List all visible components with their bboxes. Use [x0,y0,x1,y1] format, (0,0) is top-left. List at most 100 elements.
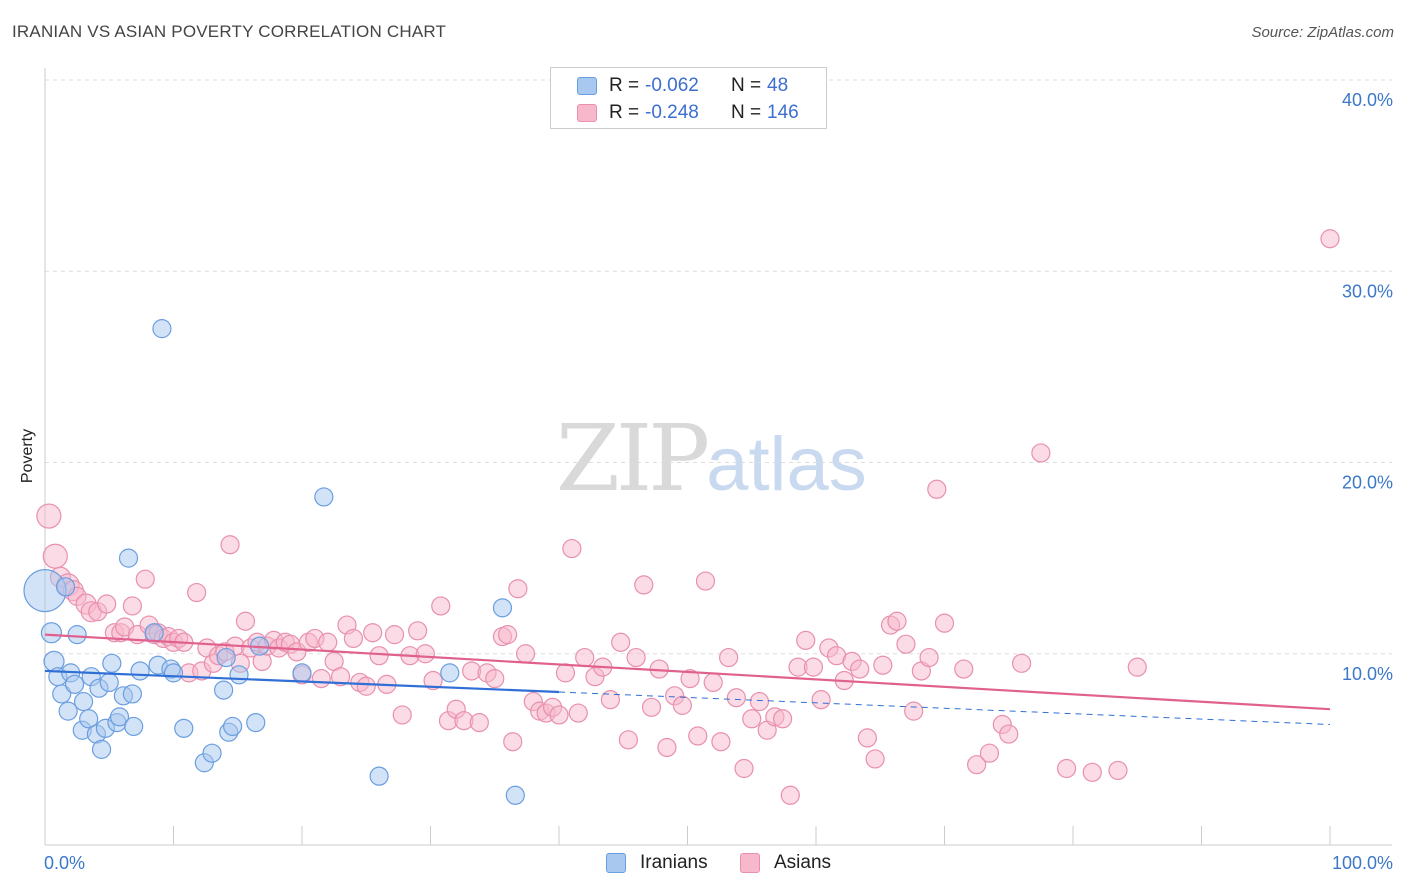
asians-point [122,596,142,616]
x-tick-label: 0.0% [44,853,85,873]
x-tick-label: 100.0% [1332,853,1393,873]
asians-point [469,712,489,733]
asians-point [311,669,331,689]
asians-point [634,575,654,595]
asians-point [688,726,708,746]
iranians-point [58,701,78,721]
asians-point [850,659,870,679]
iranians-point [109,707,130,727]
y-tick-label: 20.0% [1342,473,1393,493]
iranians-point [52,684,72,704]
asians-point [726,688,746,708]
asians-point [896,634,916,654]
asians-point [1031,443,1051,463]
iranians-point [64,674,85,694]
iranians-point [152,319,172,339]
asians-point [865,749,885,769]
iranians-point [118,548,139,568]
asians-point [423,670,443,691]
asians-point [97,594,117,614]
watermark: ZIPatlas [556,405,867,512]
asians-point [749,691,770,712]
iranians-point [102,653,122,673]
iranians-point [229,665,249,685]
asians-point [515,644,536,664]
asians-point [780,785,800,805]
asians-point [711,732,731,752]
iranians-point [492,598,513,618]
asians-point [600,690,621,710]
iranians-point [40,622,63,644]
legend-n-label: N = [731,102,762,123]
asians-point [887,611,907,631]
asians-point [555,663,576,683]
asians-point [1082,762,1102,782]
asians-point [562,538,582,559]
bottom-legend-swatch-iranians [606,853,626,873]
asians-point [873,655,893,675]
iranians-point [67,625,87,645]
iranians-point [124,716,144,737]
asians-point [672,695,692,715]
legend-swatch-asians [577,104,597,122]
asians-point [415,644,435,664]
y-tick-label: 10.0% [1342,664,1393,684]
y-tick-label: 40.0% [1342,90,1393,110]
asians-point [641,697,662,717]
asians-point [1011,653,1032,673]
asians-point [498,625,518,645]
asians-point [979,743,1000,763]
iranians-point [55,577,76,597]
iranians-point [130,661,150,681]
asians-point [618,730,638,750]
legend-row-asians: R = -0.248 N = 146 [551,101,826,127]
asians-point [508,579,528,599]
asians-point [657,737,677,758]
legend-row-iranians: R = -0.062 N = 48 [551,74,826,100]
asians-point [626,647,646,668]
asians-point [220,535,240,555]
asians-point [549,705,569,725]
asians-point [734,758,754,779]
asians-point [1108,760,1128,781]
iranians-point [369,766,389,786]
iranians-point [91,739,112,759]
asians-point [1320,229,1340,249]
legend-n-label: N = [731,75,762,96]
iranians-point [292,663,312,683]
watermark-zip: ZIP [556,405,710,512]
iranians-point [174,718,194,738]
bottom-legend-label-asians: Asians [774,852,832,873]
iranians-point [216,647,236,668]
iranians-point [314,487,334,507]
asians-point [369,646,389,666]
asians-point [954,659,974,679]
asians-trend-line [44,633,1331,711]
legend-r-value: -0.062 [645,75,699,96]
correlation-legend: R = -0.062 N = 48 R = -0.248 N = 146 [550,67,827,129]
iranians-point [440,663,460,683]
asians-point [42,543,68,569]
legend-n-value: 48 [767,75,789,96]
asians-point [999,724,1019,744]
asians-point [695,571,716,591]
asians-point [330,667,351,687]
iranians-point [163,663,184,683]
legend-swatch-iranians [577,77,597,95]
asians-point [363,623,383,643]
legend-r-value: -0.248 [645,102,699,123]
asians-point [904,701,924,721]
asians-point [1056,758,1077,779]
asians-point [772,709,793,729]
asians-point [36,503,62,529]
legend-r-label: R = [609,102,640,123]
asians-point [503,732,523,752]
asians-point [927,479,947,499]
y-tick-label: 30.0% [1342,281,1393,301]
asians-point [742,709,762,729]
asians-point [967,755,987,775]
asians-point [796,630,816,650]
asians-point [343,628,363,649]
asians-point [235,611,256,631]
asians-point [575,647,595,668]
